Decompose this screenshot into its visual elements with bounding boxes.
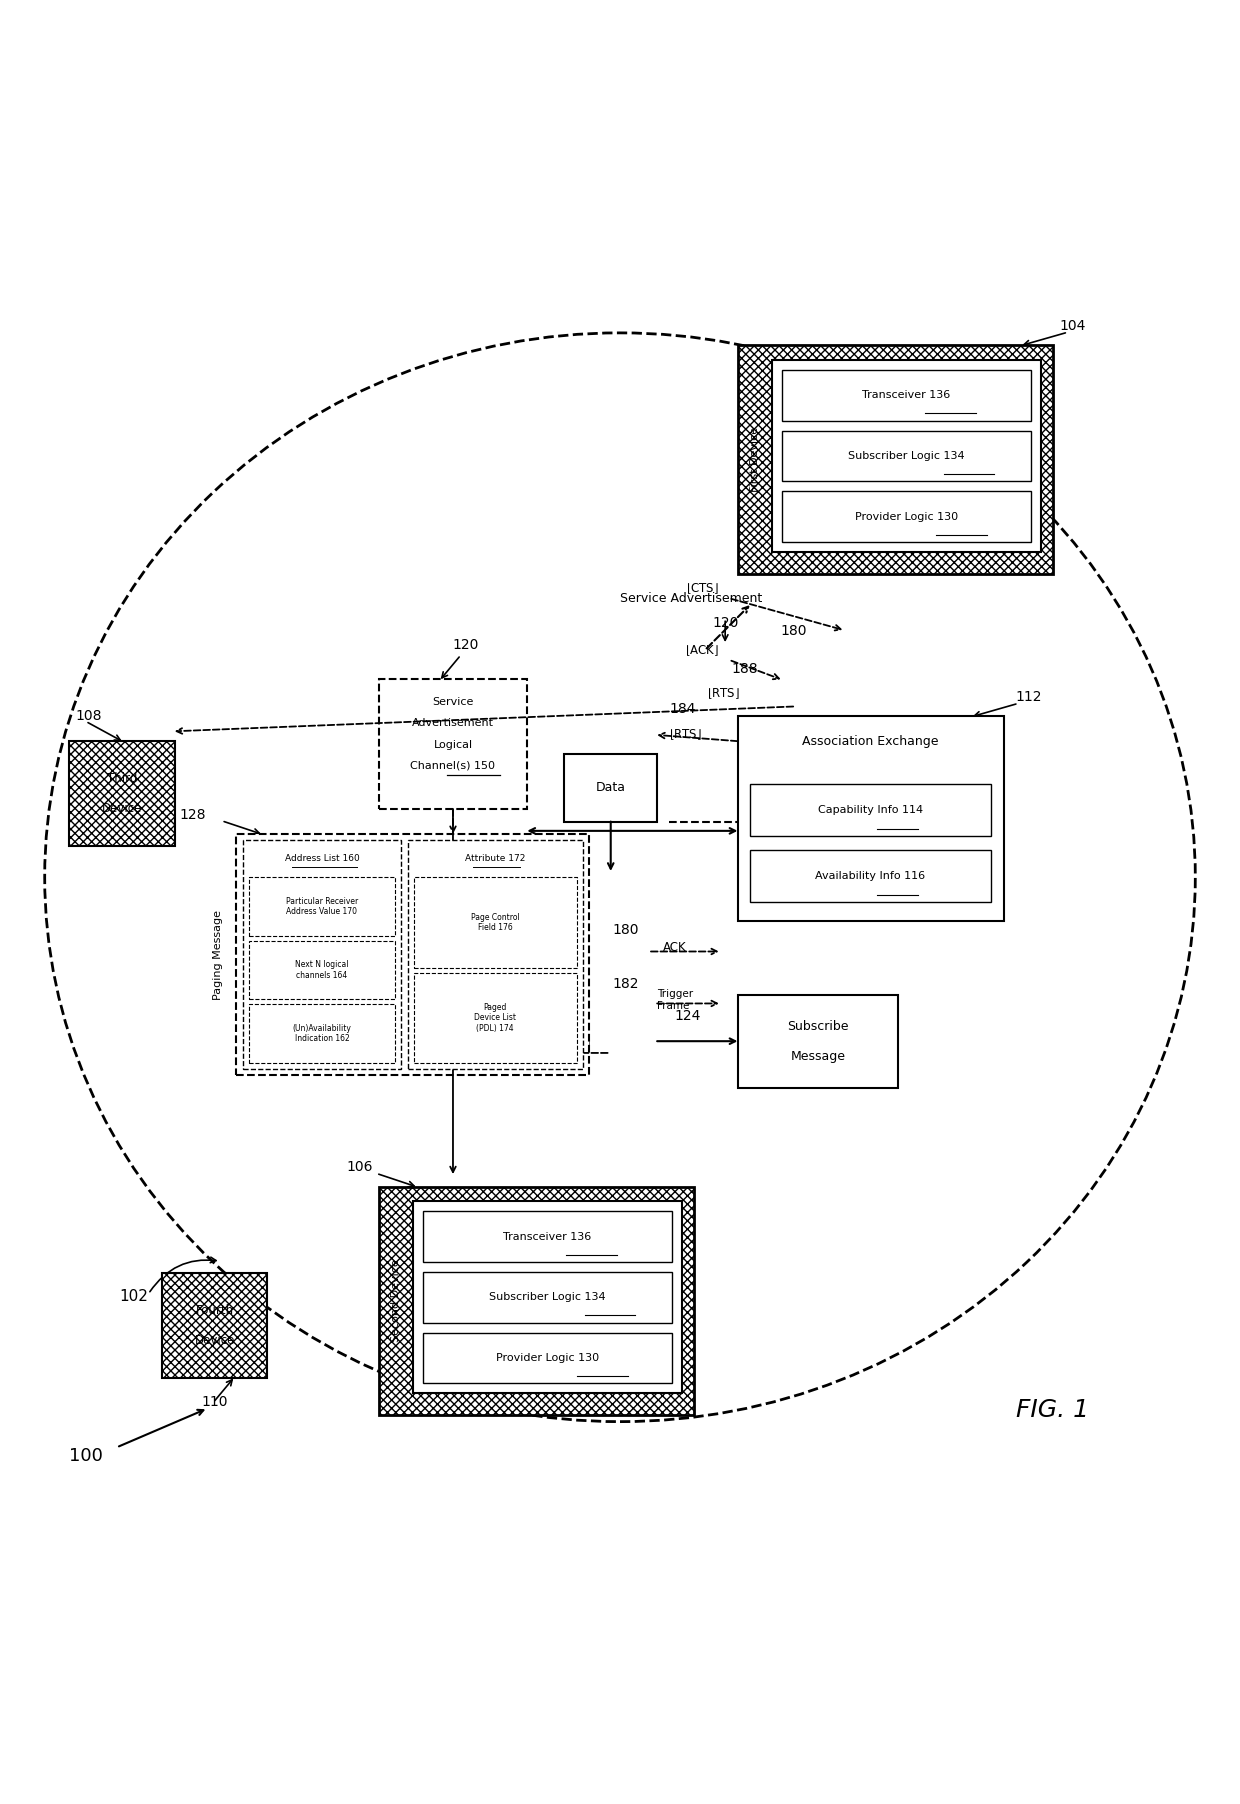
Text: Device: Device	[102, 803, 143, 815]
Text: 180: 180	[781, 624, 807, 639]
Text: (Un)Availability
Indication 162: (Un)Availability Indication 162	[293, 1025, 351, 1043]
Bar	[782, 491, 1030, 541]
Bar	[750, 785, 991, 837]
Text: 186: 186	[521, 1021, 548, 1034]
Bar	[738, 345, 1053, 574]
Text: 120: 120	[713, 615, 739, 630]
Text: FIG. 1: FIG. 1	[1016, 1398, 1089, 1422]
Text: Service Advertisement: Service Advertisement	[620, 592, 763, 604]
Text: Service: Service	[433, 696, 474, 707]
Text: 106: 106	[346, 1160, 372, 1174]
Text: 104: 104	[1059, 319, 1085, 334]
Bar	[69, 741, 175, 846]
Text: Paged
Device List
(PDL) 174: Paged Device List (PDL) 174	[474, 1003, 516, 1032]
Text: Provider Logic 130: Provider Logic 130	[496, 1353, 599, 1362]
Text: $\lfloor$RTS$\rfloor$: $\lfloor$RTS$\rfloor$	[707, 687, 739, 702]
Text: Transceiver 136: Transceiver 136	[862, 390, 951, 400]
Bar	[249, 1005, 396, 1063]
Text: 182: 182	[613, 978, 640, 990]
Text: Attribute 172: Attribute 172	[465, 855, 526, 862]
Bar	[378, 680, 527, 810]
Bar	[423, 1333, 672, 1384]
Bar	[423, 1210, 672, 1263]
Text: 124: 124	[675, 1008, 702, 1023]
Text: Association Exchange: Association Exchange	[802, 734, 939, 747]
Text: Availability Info 116: Availability Info 116	[816, 871, 925, 880]
Text: 184: 184	[670, 702, 696, 716]
Text: 102: 102	[119, 1290, 148, 1304]
Bar	[243, 841, 402, 1070]
Bar	[564, 754, 657, 821]
Text: Advertisement: Advertisement	[412, 718, 494, 727]
Text: Transceiver 136: Transceiver 136	[503, 1232, 591, 1241]
Text: 112: 112	[1016, 691, 1043, 704]
Text: Trigger
Frame: Trigger Frame	[657, 989, 693, 1010]
Text: Fourth: Fourth	[196, 1304, 234, 1317]
Text: Data: Data	[595, 781, 626, 794]
Text: ACK: ACK	[663, 942, 687, 954]
Text: Next N logical
channels 164: Next N logical channels 164	[295, 960, 348, 980]
Bar	[414, 972, 577, 1063]
Text: $\lfloor$CTS$\rfloor$: $\lfloor$CTS$\rfloor$	[558, 1039, 591, 1054]
Text: Subscriber Logic 134: Subscriber Logic 134	[848, 451, 965, 462]
Text: $\lfloor$CTS$\rfloor$: $\lfloor$CTS$\rfloor$	[686, 581, 719, 597]
Bar	[782, 370, 1030, 420]
Text: Page Control
Field 176: Page Control Field 176	[471, 913, 520, 933]
Text: Capability Info 114: Capability Info 114	[818, 805, 923, 815]
Text: $\lfloor$RTS$\rfloor$: $\lfloor$RTS$\rfloor$	[670, 727, 702, 741]
Text: Paging Message: Paging Message	[213, 909, 223, 999]
Text: 122: 122	[502, 734, 528, 747]
Text: 120: 120	[453, 639, 479, 651]
Text: Device: Device	[195, 1335, 236, 1348]
Bar	[773, 361, 1040, 552]
Text: 128: 128	[179, 808, 206, 821]
Bar	[162, 1274, 268, 1378]
Bar	[249, 940, 396, 999]
Text: Second Device: Second Device	[391, 1259, 401, 1342]
Text: Particular Receiver
Address Value 170: Particular Receiver Address Value 170	[286, 897, 358, 916]
Text: $\lfloor$ACK$\rfloor$: $\lfloor$ACK$\rfloor$	[684, 644, 719, 658]
Bar	[750, 850, 991, 902]
Text: 100: 100	[69, 1447, 103, 1465]
Text: 108: 108	[76, 709, 102, 723]
Bar	[378, 1187, 694, 1416]
Bar	[738, 716, 1003, 920]
Bar	[408, 841, 583, 1070]
Bar	[413, 1201, 682, 1393]
Text: 180: 180	[613, 922, 640, 936]
Text: 188: 188	[732, 662, 758, 675]
Text: Provider Logic 130: Provider Logic 130	[854, 512, 959, 521]
Bar	[423, 1272, 672, 1322]
Text: Message: Message	[790, 1050, 846, 1063]
Text: First Device: First Device	[750, 428, 760, 492]
Text: Subscribe: Subscribe	[787, 1019, 848, 1034]
Text: 190: 190	[750, 554, 776, 568]
Bar	[738, 994, 898, 1088]
Bar	[414, 877, 577, 967]
Text: 110: 110	[202, 1394, 228, 1409]
Ellipse shape	[45, 334, 1195, 1422]
Text: Third: Third	[107, 772, 138, 785]
Bar	[237, 833, 589, 1075]
Text: Logical: Logical	[434, 740, 472, 750]
Text: Subscriber Logic 134: Subscriber Logic 134	[490, 1292, 606, 1302]
Bar	[249, 877, 396, 936]
Text: Channel(s) 150: Channel(s) 150	[410, 761, 496, 770]
Text: Address List 160: Address List 160	[285, 855, 360, 862]
Bar	[782, 431, 1030, 482]
